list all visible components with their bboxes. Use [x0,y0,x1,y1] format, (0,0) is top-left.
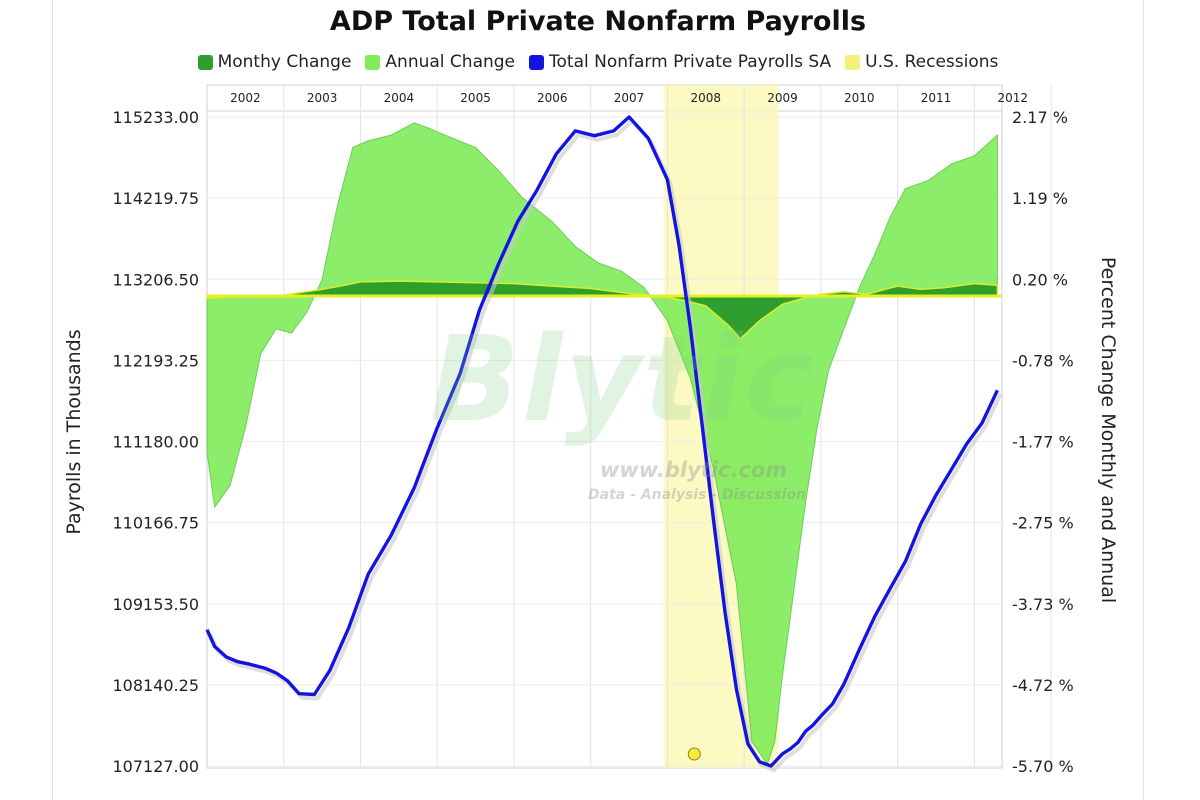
x-tick-label: 2006 [537,91,568,105]
payrolls-line [205,115,999,768]
y-tick-label-left: 115233.00 [112,108,199,127]
y-tick-label-right: -5.70 % [1012,757,1074,776]
y-tick-label-right: -3.73 % [1012,595,1074,614]
legend-item-annual[interactable]: Annual Change [365,52,515,72]
year-header [206,84,1003,112]
y-tick-label-right: -2.75 % [1012,514,1074,533]
legend-swatch-annual [365,54,381,70]
plot-area [206,84,1003,769]
y-tick-label-right: -4.72 % [1012,676,1074,695]
y-tick-label-right: -1.77 % [1012,433,1074,452]
x-tick-label: 2007 [614,91,645,105]
x-tick-label: 2003 [307,91,338,105]
legend-label-payrolls: Total Nonfarm Private Payrolls SA [549,52,832,72]
x-tick-label: 2010 [844,91,875,105]
payrolls-line-shadow [208,118,1003,773]
y-axis-title-right: Percent Change Monthly and Annual [1097,257,1119,603]
legend-swatch-recessions [845,54,861,70]
y-tick-label-left: 112193.25 [112,351,199,370]
x-tick-label: 2008 [691,91,722,105]
legend-swatch-payrolls [529,54,545,70]
legend-label-annual: Annual Change [385,52,516,72]
y-tick-label-left: 114219.75 [112,189,199,208]
y-tick-label-right: -0.78 % [1012,351,1074,370]
y-tick-label-right: 0.20 % [1012,270,1068,289]
y-axis-title-left: Payrolls in Thousands [63,329,85,534]
legend-swatch-monthly [197,54,213,70]
y-tick-label-left: 113206.50 [112,270,199,289]
x-tick-label: 2002 [230,91,261,105]
chart-title: ADP Total Private Nonfarm Payrolls [329,6,867,37]
legend-label-recessions: U.S. Recessions [865,52,999,72]
legend-item-payrolls[interactable]: Total Nonfarm Private Payrolls SA [529,52,831,72]
legend-item-recessions[interactable]: U.S. Recessions [845,52,998,72]
x-tick-label: 2011 [921,91,952,105]
y-tick-label-left: 110166.75 [112,514,199,533]
legend-label-monthly: Monthy Change [217,52,352,72]
legend-item-monthly[interactable]: Monthy Change [197,52,352,72]
y-tick-label-right: 1.19 % [1012,189,1068,208]
chart-legend: Monthy Change Annual Change Total Nonfar… [53,52,1143,72]
y-tick-label-left: 108140.25 [112,676,199,695]
x-tick-label: 2005 [460,91,491,105]
y-tick-label-right: 2.17 % [1012,108,1068,127]
x-tick-label: 2012 [997,91,1028,105]
y-tick-label-left: 107127.00 [112,757,199,776]
y-tick-label-left: 109153.50 [112,595,199,614]
x-tick-label: 2004 [384,91,415,105]
x-tick-label: 2009 [767,91,798,105]
y-tick-label-left: 111180.00 [112,433,199,452]
annotation-marker [687,747,701,761]
